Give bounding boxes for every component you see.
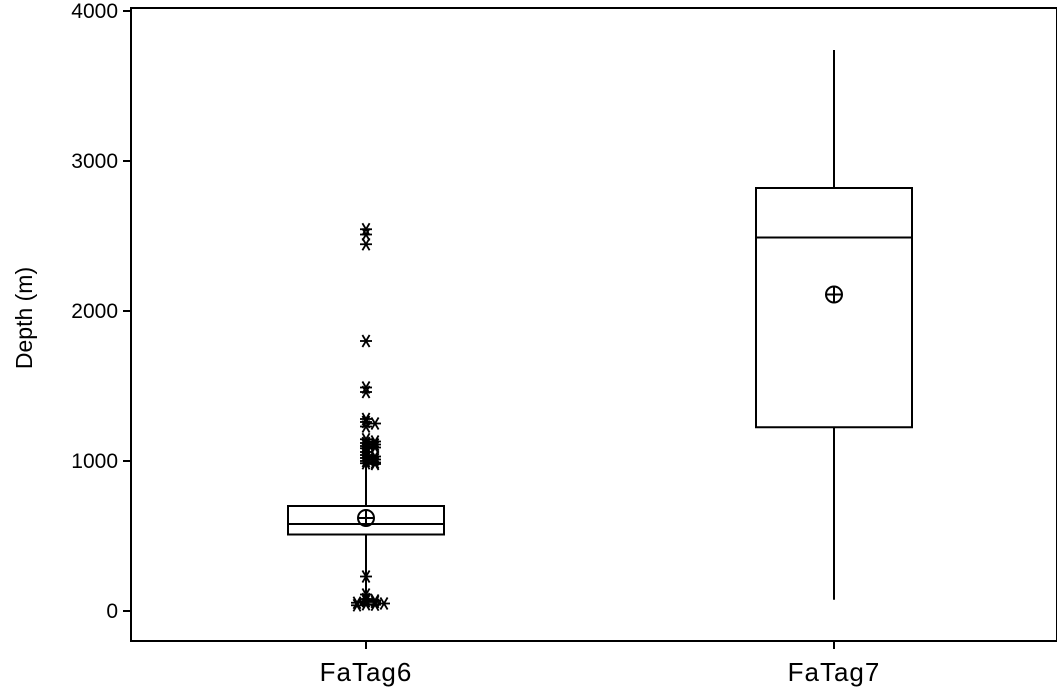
mean-marker <box>825 285 843 304</box>
box-fatag6 <box>287 222 445 612</box>
outlier-point <box>360 228 372 241</box>
outlier-point <box>360 237 372 251</box>
x-tick-label-fatag6: FaTag6 <box>320 657 413 687</box>
box-fatag7 <box>755 50 913 600</box>
y-axis-title: Depth (m) <box>11 267 37 369</box>
outlier-point <box>369 598 381 612</box>
y-tick-label: 4000 <box>71 0 118 23</box>
outlier-point <box>360 334 372 348</box>
outlier-point <box>351 596 363 610</box>
outlier-point <box>378 597 390 610</box>
x-tick-label-fatag7: FaTag7 <box>788 657 881 687</box>
outlier-point <box>360 385 372 399</box>
outlier-point <box>369 457 381 471</box>
plot-frame <box>130 7 1057 642</box>
outlier-point <box>351 598 363 612</box>
outlier-point <box>369 435 381 448</box>
outlier-point <box>369 438 381 451</box>
y-axis: 0 1000 2000 3000 4000 <box>71 0 131 623</box>
outlier-point <box>369 595 381 609</box>
y-tick-label: 3000 <box>71 150 118 173</box>
outlier-point <box>360 420 372 433</box>
y-tick-label: 0 <box>106 600 118 623</box>
y-tick-label: 1000 <box>71 450 118 473</box>
outlier-point <box>369 417 381 430</box>
boxes-layer <box>287 50 913 612</box>
mean-marker <box>357 509 375 527</box>
outlier-point <box>360 570 372 583</box>
iqr-box <box>755 187 913 429</box>
y-tick-label: 2000 <box>71 300 118 323</box>
outlier-point <box>360 454 372 468</box>
x-axis: FaTag6 FaTag7 <box>320 641 881 687</box>
